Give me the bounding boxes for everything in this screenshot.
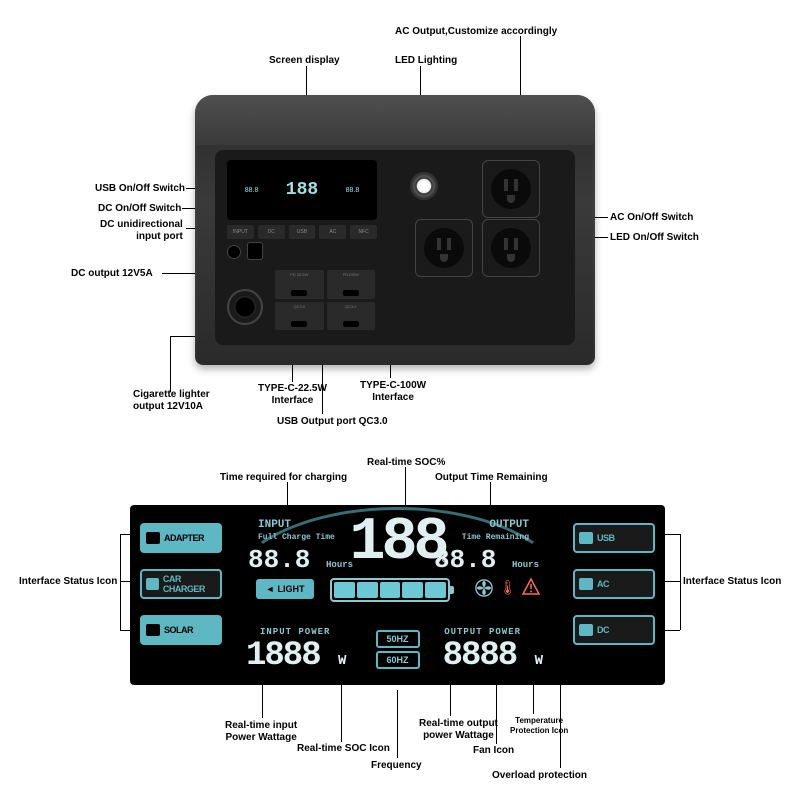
dc-input-port [227, 245, 241, 259]
label-typec225: TYPE-C-22.5W Interface [258, 383, 327, 407]
label-overload: Overload protection [492, 770, 587, 782]
temperature-icon: 🌡 [499, 579, 515, 597]
display-screen: 88.8 188 88.8 [227, 160, 377, 220]
callout-line [405, 467, 406, 507]
usb-switch[interactable]: USB [289, 225, 316, 239]
label-soc-pct: Real-time SOC% [367, 457, 445, 469]
adapter-icon [146, 532, 160, 544]
output-power-value: 8888 W [443, 637, 541, 675]
label-output-wattage: Real-time output power Wattage [419, 718, 498, 742]
label-input-wattage: Real-time input Power Wattage [225, 720, 297, 744]
mini-input: 88.8 [245, 187, 259, 194]
label-iface-status-right: Interface Status Icon [683, 576, 781, 588]
status-usb: USB [573, 523, 655, 553]
label-output-remain: Output Time Remaining [435, 472, 548, 484]
lcd-center: INPUTFull Charge Time OUTPUTTime Remaini… [230, 511, 565, 679]
frequency-selector: 50HZ 60HZ [376, 630, 420, 669]
input-power-value: 1888 W [246, 637, 344, 675]
label-dc-input: DC unidirectional input port [100, 219, 183, 243]
typec-100w-port [327, 270, 376, 299]
status-adapter: ADAPTER [140, 523, 222, 553]
label-iface-status-left: Interface Status Icon [19, 576, 117, 588]
power-station: 88.8 188 88.8 INPUT DC USB AC NFC [195, 95, 595, 365]
lcd-screen-detail: ADAPTER CAR CHARGER SOLAR USB AC DC INPU… [130, 505, 665, 685]
freq-50hz: 50HZ [376, 630, 420, 648]
mini-soc: 188 [286, 180, 318, 200]
label-temp-icon: Temperature Protection Icon [510, 716, 568, 735]
dc-icon [579, 624, 593, 636]
freq-60hz: 60HZ [376, 651, 420, 669]
label-typec100: TYPE-C-100W Interface [360, 380, 426, 404]
battery-cell [402, 582, 423, 598]
usb-icon [579, 532, 593, 544]
remain-time-value: 88.8 Hours [434, 545, 539, 575]
typec-225w-port [275, 270, 324, 299]
battery-soc-icon [330, 578, 450, 602]
switch-row: INPUT DC USB AC NFC [227, 225, 377, 239]
battery-cell [425, 582, 446, 598]
callout-line [450, 682, 451, 716]
output-power-label: OUTPUT POWER [444, 627, 521, 637]
light-indicator: ◄ LIGHT [256, 579, 314, 599]
label-usb-switch: USB On/Off Switch [95, 183, 185, 195]
callout-line [120, 534, 121, 630]
label-fan-icon: Fan Icon [473, 745, 514, 757]
input-title: INPUTFull Charge Time [258, 519, 335, 543]
station-front-panel: 88.8 188 88.8 INPUT DC USB AC NFC [215, 150, 575, 345]
battery-cell [380, 582, 401, 598]
label-led-lighting: LED Lighting [395, 55, 457, 67]
ac-switch[interactable]: AC [319, 225, 346, 239]
mini-output: 88.8 [346, 187, 360, 194]
ac-icon [579, 578, 593, 590]
label-dc-switch: DC On/Off Switch [98, 203, 181, 215]
usb-port-block [275, 270, 375, 330]
status-solar: SOLAR [140, 615, 222, 645]
callout-line [680, 534, 681, 630]
dc-switch[interactable]: DC [258, 225, 285, 239]
label-usb-qc3: USB Output port QC3.0 [277, 416, 388, 428]
overload-warning-icon [521, 577, 541, 597]
battery-cell [357, 582, 378, 598]
battery-cell [334, 582, 355, 598]
station-top-handle [195, 95, 595, 145]
label-ac-switch: AC On/Off Switch [610, 212, 693, 224]
output-title: OUTPUTTime Remaining [462, 519, 529, 543]
dc-output-port [247, 242, 263, 260]
status-ac: AC [573, 569, 655, 599]
ac-outlet-2 [482, 219, 540, 277]
nfc-switch[interactable]: NFC [350, 225, 377, 239]
callout-line [262, 682, 263, 718]
solar-icon [146, 624, 160, 636]
label-led-switch: LED On/Off Switch [610, 232, 699, 244]
label-cigarette: Cigarette lighter output 12V10A [133, 389, 210, 413]
status-car-charger: CAR CHARGER [140, 569, 222, 599]
soc-percentage: 188 [349, 509, 445, 577]
status-dc: DC [573, 615, 655, 645]
label-dc-output: DC output 12V5A [71, 268, 153, 280]
ac-outlet-1 [482, 160, 540, 218]
usb-qc3-port-1 [275, 302, 324, 331]
label-time-charging: Time required for charging [220, 472, 347, 484]
callout-line [170, 336, 171, 392]
station-body: 88.8 188 88.8 INPUT DC USB AC NFC [195, 95, 595, 365]
label-screen-display: Screen display [269, 55, 340, 67]
callout-line [397, 690, 398, 758]
led-light [410, 172, 438, 200]
fan-icon [475, 579, 493, 597]
input-switch[interactable]: INPUT [227, 225, 254, 239]
label-soc-icon: Real-time SOC Icon [297, 743, 390, 755]
usb-qc3-port-2 [327, 302, 376, 331]
cigarette-lighter-port [227, 289, 263, 325]
input-power-label: INPUT POWER [260, 627, 330, 637]
charge-time-value: 88.8 Hours [248, 545, 353, 575]
label-frequency: Frequency [371, 760, 422, 772]
car-icon [146, 578, 159, 590]
label-ac-output: AC Output,Customize accordingly [395, 26, 557, 38]
ac-outlet-3 [415, 219, 473, 277]
